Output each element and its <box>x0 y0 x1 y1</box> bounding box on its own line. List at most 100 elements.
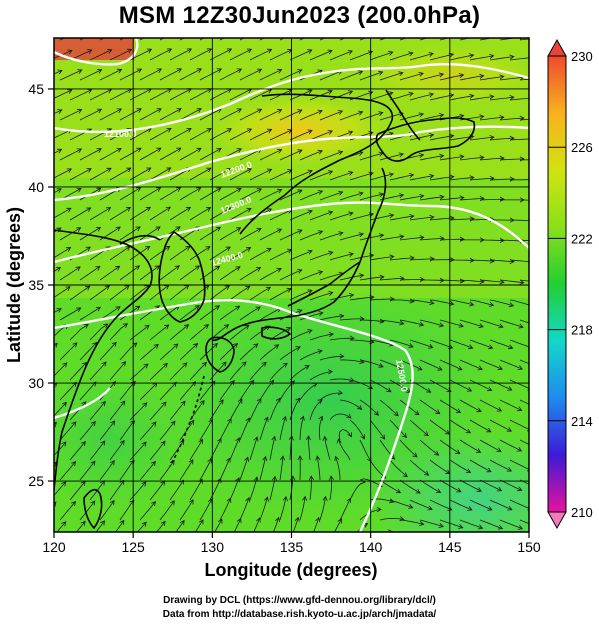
streamline <box>119 500 135 521</box>
streamline-arrowhead <box>77 69 83 74</box>
streamline <box>139 461 156 481</box>
streamline <box>219 227 241 241</box>
streamline <box>219 418 232 441</box>
streamline-arrowhead <box>327 89 333 95</box>
streamline <box>159 187 181 201</box>
streamline-arrowhead <box>212 342 219 348</box>
streamline <box>229 88 252 101</box>
streamline-arrowhead <box>107 49 113 54</box>
streamline-arrowhead <box>180 400 186 406</box>
streamline-arrowhead <box>517 486 523 492</box>
streamline-arrowhead <box>80 440 86 447</box>
streamline-arrowhead <box>90 460 96 466</box>
streamline <box>229 208 252 221</box>
streamline <box>149 480 166 501</box>
streamline-arrowhead <box>548 545 553 549</box>
streamline <box>69 168 92 181</box>
streamline-arrowhead <box>206 128 212 133</box>
streamline <box>489 96 514 101</box>
streamline <box>469 96 494 101</box>
streamline <box>459 319 484 328</box>
streamline-arrowhead <box>378 111 384 117</box>
streamline-arrowhead <box>540 76 544 80</box>
streamline <box>519 279 529 282</box>
streamline <box>479 479 502 492</box>
streamline-arrowhead <box>255 267 262 272</box>
streamline-arrowhead <box>307 289 313 295</box>
streamline-arrowhead <box>188 459 194 465</box>
streamline-arrowhead <box>537 406 542 410</box>
streamline-arrowhead <box>257 29 262 33</box>
streamline <box>179 459 194 481</box>
streamline-arrowhead <box>466 386 473 392</box>
streamline <box>499 319 524 328</box>
streamline <box>509 219 529 222</box>
streamline <box>279 149 303 161</box>
streamline <box>119 68 142 81</box>
credit-data-source: Data from http://database.rish.kyoto-u.a… <box>162 609 437 620</box>
streamline <box>459 439 481 453</box>
streamline-arrowhead <box>256 188 263 193</box>
streamline-arrowhead <box>489 258 495 264</box>
streamline-arrowhead <box>137 29 142 33</box>
streamline <box>489 178 515 181</box>
streamline <box>419 155 444 161</box>
streamline <box>379 235 404 241</box>
streamline-arrowhead <box>85 246 91 252</box>
streamline <box>79 342 97 361</box>
streamline <box>369 379 392 393</box>
streamline <box>99 342 117 361</box>
streamline-arrowhead <box>469 93 475 99</box>
streamline-arrowhead <box>87 49 93 54</box>
streamline <box>449 54 474 61</box>
streamline-arrowhead <box>469 543 473 547</box>
streamline-arrowhead <box>388 213 395 219</box>
streamline <box>390 299 414 302</box>
streamline <box>339 111 363 121</box>
streamline-arrowhead <box>56 188 62 193</box>
streamline <box>54 481 67 497</box>
streamline-arrowhead <box>206 167 212 173</box>
streamline <box>469 379 492 391</box>
streamline <box>259 149 282 161</box>
streamline-arrowhead <box>97 69 103 74</box>
streamline-arrowhead <box>226 168 232 173</box>
streamline-arrowhead <box>307 49 313 54</box>
streamline-arrowhead <box>530 219 534 223</box>
streamline <box>379 399 399 416</box>
streamline <box>79 108 102 121</box>
streamline-arrowhead <box>496 486 503 492</box>
streamline <box>299 496 306 521</box>
streamline <box>299 150 323 161</box>
streamline-arrowhead <box>338 30 343 34</box>
streamline-arrowhead <box>570 97 574 101</box>
streamline-arrowhead <box>135 187 142 192</box>
streamline-arrowhead <box>71 421 77 427</box>
streamline <box>89 440 106 461</box>
streamline <box>379 72 404 81</box>
streamline <box>339 498 351 521</box>
streamline-arrowhead <box>145 206 152 212</box>
streamline <box>309 371 333 381</box>
streamline <box>259 307 282 321</box>
streamline <box>309 333 334 341</box>
streamline-arrowhead <box>339 313 345 319</box>
streamline <box>299 271 323 281</box>
streamline-arrowhead <box>328 291 334 296</box>
streamline <box>459 519 483 529</box>
streamline <box>259 497 268 521</box>
streamline <box>299 416 304 441</box>
streamline <box>59 69 82 81</box>
streamline-arrowhead <box>538 324 543 328</box>
streamline-arrowhead <box>156 108 162 113</box>
streamline <box>179 187 201 201</box>
streamline-arrowhead <box>125 206 132 212</box>
streamline-arrowhead <box>348 170 354 176</box>
streamline <box>199 305 220 321</box>
streamline-arrowhead <box>498 323 504 329</box>
streamline <box>469 339 493 349</box>
streamline-arrowhead <box>337 518 342 524</box>
streamline <box>179 147 202 161</box>
streamline-arrowhead <box>155 226 161 231</box>
